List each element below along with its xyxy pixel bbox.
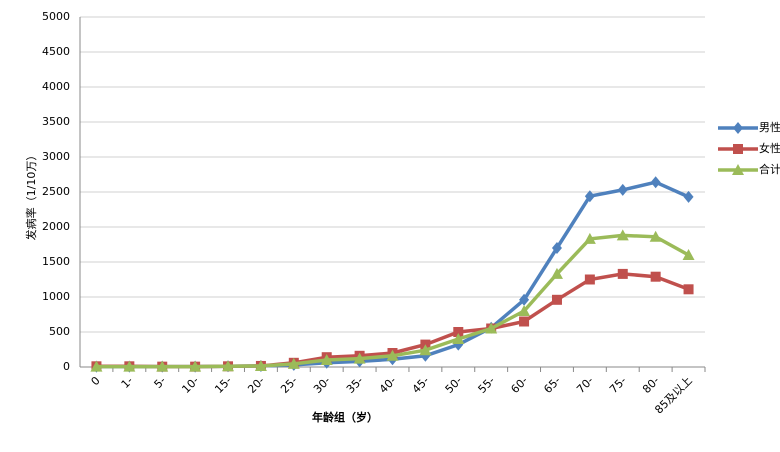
point bbox=[518, 305, 531, 316]
y-tick-label: 3500 bbox=[42, 115, 70, 128]
point bbox=[320, 354, 333, 365]
x-tick-label: 0 bbox=[89, 374, 103, 388]
point bbox=[551, 242, 562, 254]
legend-marker bbox=[733, 122, 743, 134]
point bbox=[550, 267, 563, 279]
point bbox=[551, 294, 562, 305]
line bbox=[96, 233, 690, 369]
legend-marker bbox=[733, 144, 743, 154]
x-axis-label: 年龄组（岁） bbox=[312, 410, 378, 424]
point bbox=[452, 333, 465, 344]
legend-label: 男性 bbox=[759, 120, 780, 134]
point bbox=[254, 359, 267, 371]
x-tick-label: 10- bbox=[179, 374, 201, 396]
x-tick-label: 35- bbox=[344, 374, 366, 396]
point bbox=[649, 230, 662, 242]
y-tick-label: 1500 bbox=[42, 255, 70, 268]
y-tick-label: 4500 bbox=[42, 45, 70, 58]
y-tick-label: 5000 bbox=[42, 10, 70, 23]
x-tick-label: 1- bbox=[119, 374, 136, 391]
point bbox=[419, 344, 432, 356]
point bbox=[650, 176, 661, 189]
x-tick-label: 15- bbox=[212, 374, 234, 396]
legend-label: 女性 bbox=[759, 141, 780, 155]
point bbox=[222, 360, 235, 372]
x-tick-label: 50- bbox=[443, 374, 465, 396]
y-tick-label: 4000 bbox=[42, 80, 70, 93]
point bbox=[650, 271, 661, 282]
x-tick-label: 60- bbox=[508, 374, 530, 396]
point bbox=[617, 268, 628, 279]
y-axis-label: 发病率（1/10万） bbox=[24, 150, 38, 241]
point bbox=[156, 360, 169, 372]
x-tick-label: 80- bbox=[640, 374, 662, 396]
point bbox=[189, 360, 202, 372]
point bbox=[519, 293, 530, 306]
point bbox=[519, 316, 530, 327]
y-tick-label: 3000 bbox=[42, 150, 70, 163]
point bbox=[683, 190, 694, 203]
x-tick-label: 70- bbox=[574, 374, 596, 396]
point bbox=[485, 322, 498, 334]
point bbox=[90, 360, 103, 372]
point bbox=[453, 327, 464, 337]
point bbox=[617, 183, 628, 196]
y-tick-label: 500 bbox=[49, 325, 70, 338]
point bbox=[386, 349, 399, 361]
x-tick-label: 65- bbox=[541, 374, 563, 396]
point bbox=[616, 229, 629, 241]
x-tick-label: 40- bbox=[377, 374, 399, 396]
legend-label: 合计 bbox=[759, 162, 780, 176]
point bbox=[683, 284, 694, 295]
legend-marker bbox=[732, 164, 744, 175]
point bbox=[682, 249, 695, 260]
x-tick-label: 75- bbox=[607, 374, 629, 396]
point bbox=[287, 357, 300, 369]
x-tick-label: 45- bbox=[410, 374, 432, 396]
point bbox=[583, 232, 596, 244]
point bbox=[584, 190, 595, 203]
point bbox=[584, 274, 595, 285]
x-tick-label: 25- bbox=[278, 374, 300, 396]
y-tick-label: 2000 bbox=[42, 220, 70, 233]
line bbox=[96, 180, 690, 369]
point bbox=[123, 360, 136, 372]
x-tick-label: 5- bbox=[152, 374, 169, 391]
x-tick-label: 55- bbox=[476, 374, 498, 396]
y-tick-label: 2500 bbox=[42, 185, 70, 198]
x-tick-label: 30- bbox=[311, 374, 333, 396]
point bbox=[353, 352, 366, 364]
y-tick-label: 0 bbox=[63, 360, 70, 373]
y-tick-label: 1000 bbox=[42, 290, 70, 303]
x-tick-label: 20- bbox=[245, 374, 267, 396]
